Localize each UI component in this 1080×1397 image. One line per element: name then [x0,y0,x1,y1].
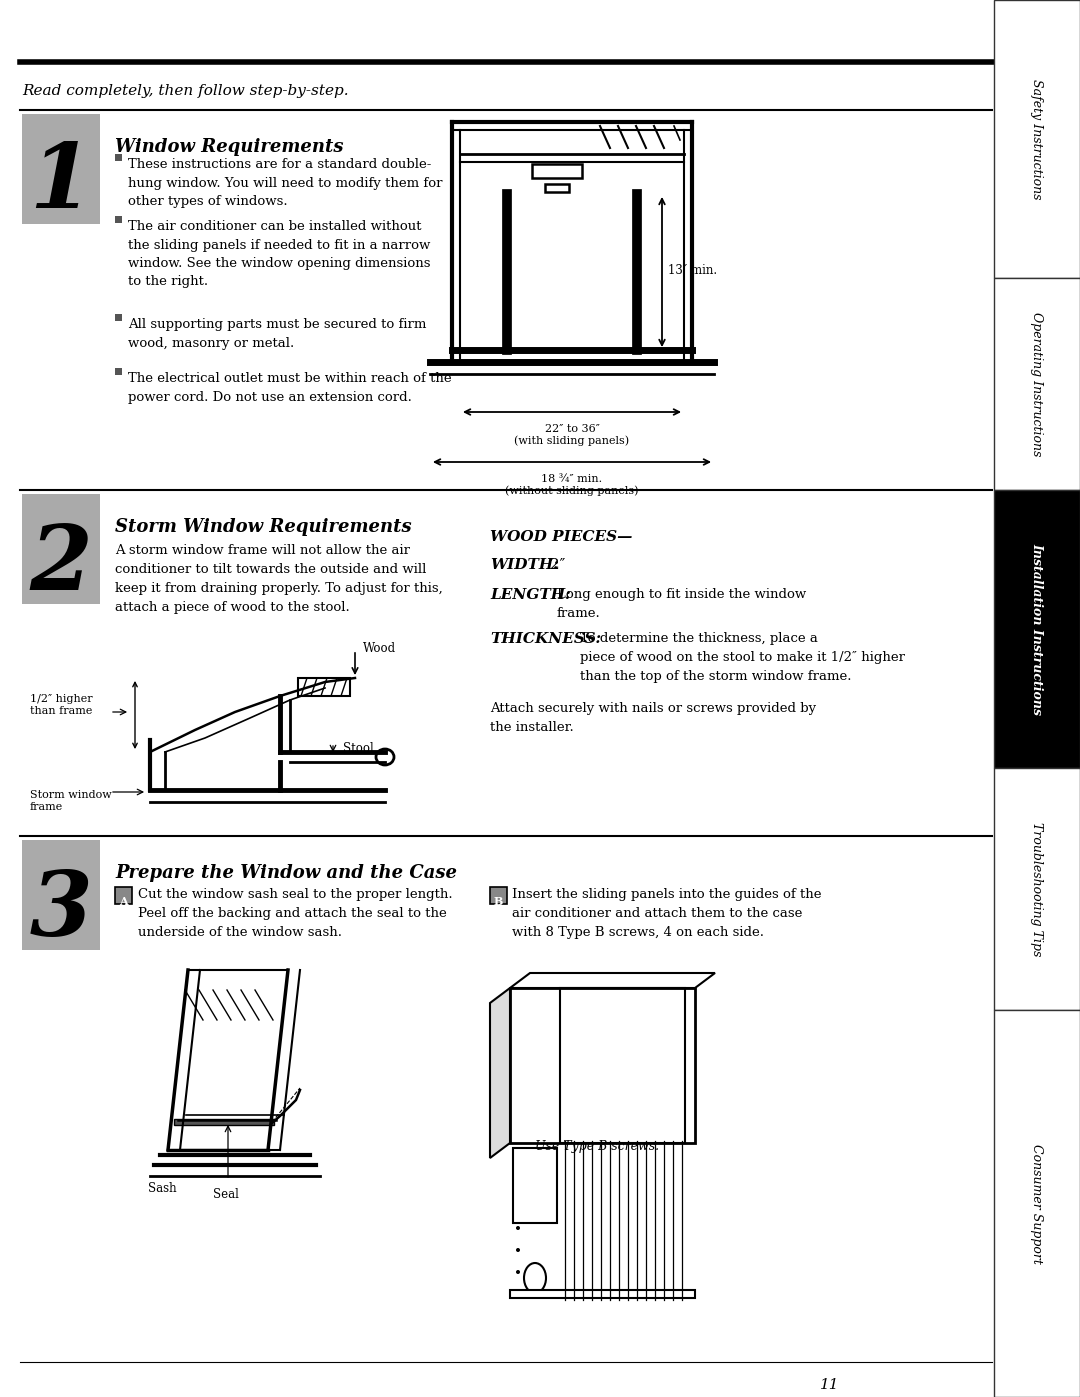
Text: Safety Instructions: Safety Instructions [1030,78,1043,200]
Text: All supporting parts must be secured to firm
wood, masonry or metal.: All supporting parts must be secured to … [129,319,427,349]
Text: Seal: Seal [213,1187,239,1201]
Text: Wood: Wood [363,643,396,655]
Text: LENGTH:: LENGTH: [490,588,570,602]
Text: To determine the thickness, place a
piece of wood on the stool to make it 1/2″ h: To determine the thickness, place a piec… [580,631,905,683]
Text: Prepare the Window and the Case: Prepare the Window and the Case [114,863,457,882]
Text: Use Type B screws.: Use Type B screws. [535,1140,659,1153]
Bar [490,887,507,904]
Text: WIDTH:: WIDTH: [490,557,558,571]
Text: WOOD PIECES—: WOOD PIECES— [490,529,633,543]
Text: Storm Window Requirements: Storm Window Requirements [114,518,411,536]
Bar [114,217,122,224]
Text: A: A [119,895,127,907]
Text: Insert the sliding panels into the guides of the
air conditioner and attach them: Insert the sliding panels into the guide… [512,888,822,939]
Ellipse shape [516,1227,519,1229]
Text: 1: 1 [29,140,93,226]
Bar [994,768,1080,1010]
Text: 2: 2 [29,522,93,609]
Text: Troubleshooting Tips: Troubleshooting Tips [1030,821,1043,956]
Ellipse shape [516,1270,519,1274]
Text: A storm window frame will not allow the air
conditioner to tilt towards the outs: A storm window frame will not allow the … [114,543,443,615]
Text: Sash: Sash [148,1182,177,1194]
Bar [22,840,100,950]
Text: 1/2″ higher
than frame: 1/2″ higher than frame [30,694,93,715]
Text: 22″ to 36″
(with sliding panels): 22″ to 36″ (with sliding panels) [514,425,630,446]
Bar [513,1148,557,1222]
Bar [561,988,685,1143]
Text: 18 ¾″ min.
(without sliding panels): 18 ¾″ min. (without sliding panels) [505,474,638,496]
Text: Consumer Support: Consumer Support [1030,1144,1043,1263]
Bar [510,1289,696,1298]
Text: B: B [494,895,503,907]
Bar [114,314,122,321]
Text: Operating Instructions: Operating Instructions [1030,312,1043,457]
Text: Long enough to fit inside the window
frame.: Long enough to fit inside the window fra… [557,588,807,620]
Text: The air conditioner can be installed without
the sliding panels if needed to fit: The air conditioner can be installed wit… [129,219,431,289]
Text: Storm window
frame: Storm window frame [30,789,111,812]
Text: 3: 3 [29,868,93,954]
Text: Attach securely with nails or screws provided by
the installer.: Attach securely with nails or screws pro… [490,703,816,733]
Text: 2″: 2″ [545,557,565,571]
Bar [22,115,100,224]
Text: Stool: Stool [343,742,374,754]
Bar [994,278,1080,490]
Ellipse shape [524,1263,546,1294]
Bar [174,1119,274,1125]
Text: Cut the window sash seal to the proper length.
Peel off the backing and attach t: Cut the window sash seal to the proper l… [138,888,453,939]
Polygon shape [510,972,715,988]
Ellipse shape [376,749,394,766]
Text: Window Requirements: Window Requirements [114,138,343,156]
Bar [532,163,582,177]
Text: Installation Instructions: Installation Instructions [1030,543,1043,715]
Polygon shape [490,988,510,1158]
Bar [994,0,1080,278]
Text: Read completely, then follow step-by-step.: Read completely, then follow step-by-ste… [22,84,349,98]
Text: THICKNESS:: THICKNESS: [490,631,602,645]
Text: These instructions are for a standard double-
hung window. You will need to modi: These instructions are for a standard do… [129,158,443,208]
Bar [298,678,350,696]
Bar [22,495,100,604]
Bar [994,490,1080,768]
Bar [114,154,122,161]
Bar [545,184,569,191]
Bar [114,367,122,374]
Ellipse shape [516,1248,519,1252]
Text: 11: 11 [820,1377,840,1391]
Bar [114,887,132,904]
Bar [510,988,696,1143]
Text: The electrical outlet must be within reach of the
power cord. Do not use an exte: The electrical outlet must be within rea… [129,372,451,404]
Bar [994,1010,1080,1397]
Text: 13″ min.: 13″ min. [669,264,717,277]
